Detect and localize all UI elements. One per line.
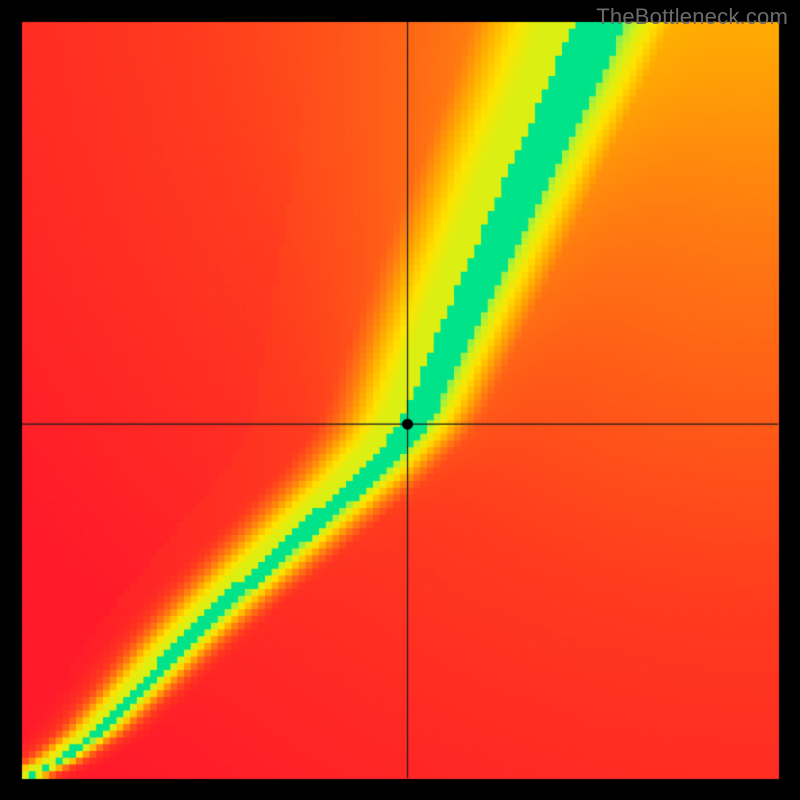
heatmap-canvas (0, 0, 800, 800)
chart-root: TheBottleneck.com (0, 0, 800, 800)
watermark-text: TheBottleneck.com (596, 4, 788, 30)
